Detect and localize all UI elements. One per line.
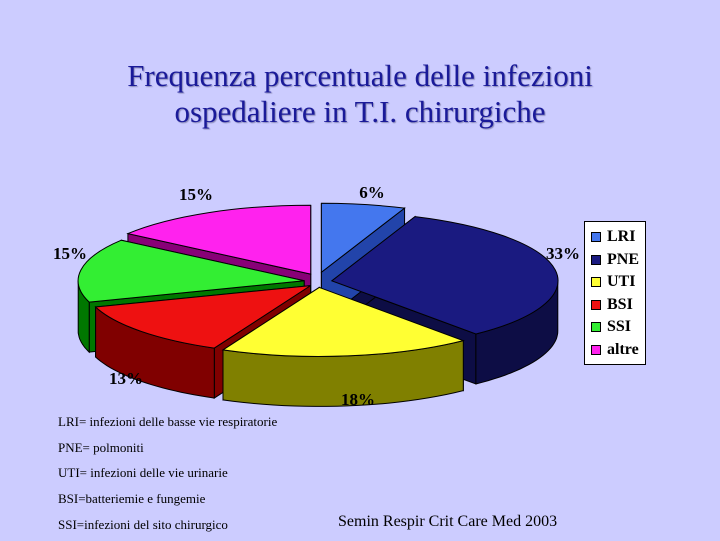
legend-item-altre: altre xyxy=(591,339,645,362)
legend-label-pne: PNE xyxy=(607,250,639,268)
legend-item-uti: UTI xyxy=(591,271,645,294)
legend-label-ssi: SSI xyxy=(607,318,632,336)
legend-label-altre: altre xyxy=(607,340,639,358)
legend-item-pne: PNE xyxy=(591,249,645,272)
legend-swatch-ssi xyxy=(591,322,601,333)
chart-title-line-1: Frequenza percentuale delle infezioni xyxy=(127,58,593,93)
pie-slice-altre xyxy=(126,204,312,275)
pie-slice-ssi xyxy=(77,239,305,303)
pie-label-altre: 15% xyxy=(179,185,213,204)
legend-label-uti: UTI xyxy=(607,273,636,291)
note-uti: UTI= infezioni delle vie urinarie xyxy=(58,465,228,481)
pie-label-pne: 33% xyxy=(546,244,580,263)
legend-item-lri: LRI xyxy=(591,226,645,249)
legend-swatch-lri xyxy=(591,232,601,243)
pie-label-uti: 18% xyxy=(341,390,375,409)
pie-label-lri: 6% xyxy=(359,183,385,202)
legend-swatch-pne xyxy=(591,254,601,265)
chart-title-line-2: ospedaliere in T.I. chirurgiche xyxy=(174,94,546,129)
chart-title: Frequenza percentuale delle infezioni os… xyxy=(0,58,720,130)
legend-label-bsi: BSI xyxy=(607,295,633,313)
note-lri: LRI= infezioni delle basse vie respirato… xyxy=(58,414,278,429)
legend-item-bsi: BSI xyxy=(591,294,645,317)
pie-slice-lri xyxy=(320,202,406,274)
note-pne: PNE= polmoniti xyxy=(58,439,144,455)
note-bsi: BSI=batteriemie e fungemie xyxy=(58,491,206,507)
legend-swatch-altre xyxy=(591,344,601,355)
legend-item-ssi: SSI xyxy=(591,316,645,339)
pie-slice-bsi xyxy=(94,285,311,349)
pie-slice-pne xyxy=(330,216,559,335)
pie-label-bsi: 13% xyxy=(109,369,143,388)
source-citation: Semin Respir Crit Care Med 2003 xyxy=(338,513,558,530)
legend-swatch-bsi xyxy=(591,299,601,310)
pie-label-ssi: 15% xyxy=(53,244,87,263)
chart-legend: LRI PNE UTI BSI SSI altre xyxy=(584,221,646,365)
pie-slice-uti xyxy=(221,286,465,357)
abbreviation-notes: LRI= infezioni delle basse vie respirato… xyxy=(58,413,277,541)
note-ssi: SSI=infezioni del sito chirurgico xyxy=(58,516,228,532)
legend-swatch-uti xyxy=(591,277,601,288)
legend-label-lri: LRI xyxy=(607,228,636,246)
